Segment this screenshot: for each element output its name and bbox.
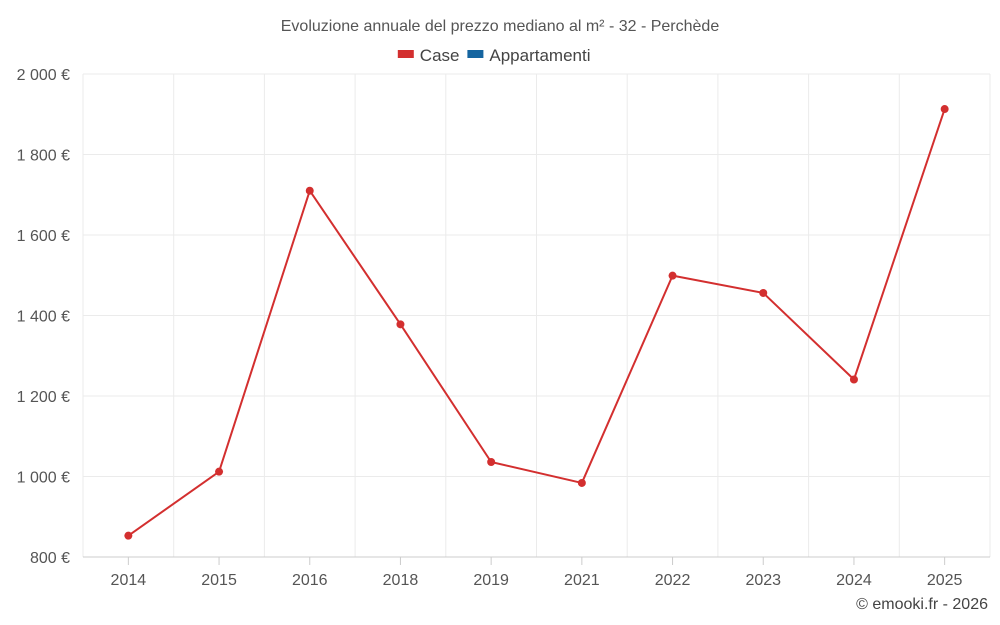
data-point[interactable] [759,288,768,297]
x-tick-label: 2015 [201,572,237,589]
legend-item-label[interactable]: Case [420,46,460,65]
chart-series [124,105,949,540]
y-tick-label: 1 000 € [17,470,70,487]
legend-swatch [467,50,484,58]
y-tick-label: 2 000 € [17,67,70,84]
credit-text: © emooki.fr - 2026 [856,596,988,613]
x-tick-label: 2024 [836,572,872,589]
data-point[interactable] [487,458,496,467]
data-point[interactable] [668,271,677,280]
x-tick-label: 2016 [292,572,328,589]
x-tick-label: 2025 [927,572,963,589]
x-axis-ticks: 2014 2015 2016 2018 2019 2021 2022 2023 2024 2025 [111,557,963,589]
y-tick-label: 1 400 € [17,309,70,326]
chart-title: Evoluzione annuale del prezzo mediano al… [281,18,720,35]
x-tick-label: 2018 [383,572,419,589]
series-line [127,108,946,537]
y-tick-label: 1 200 € [17,389,70,406]
x-tick-label: 2022 [655,572,691,589]
data-point[interactable] [396,320,405,329]
data-point[interactable] [849,375,858,384]
x-tick-label: 2023 [745,572,781,589]
data-point[interactable] [940,105,949,114]
y-tick-label: 1 800 € [17,148,70,165]
data-point[interactable] [124,531,133,540]
legend-swatch [397,50,414,58]
x-tick-label: 2014 [111,572,147,589]
y-tick-label: 800 € [30,550,70,567]
data-point[interactable] [305,186,314,195]
data-point[interactable] [215,467,224,476]
y-tick-label: 1 600 € [17,228,70,245]
data-point[interactable] [577,478,586,487]
y-axis-ticks: 800 € 1 000 € 1 200 € 1 400 € 1 600 € 1 800 €… [17,67,70,567]
x-tick-label: 2021 [564,572,600,589]
chart-grid [82,73,991,558]
chart-legend: Case Appartamenti [397,46,591,65]
x-tick-label: 2019 [473,572,509,589]
legend-item-label[interactable]: Appartamenti [489,46,590,65]
